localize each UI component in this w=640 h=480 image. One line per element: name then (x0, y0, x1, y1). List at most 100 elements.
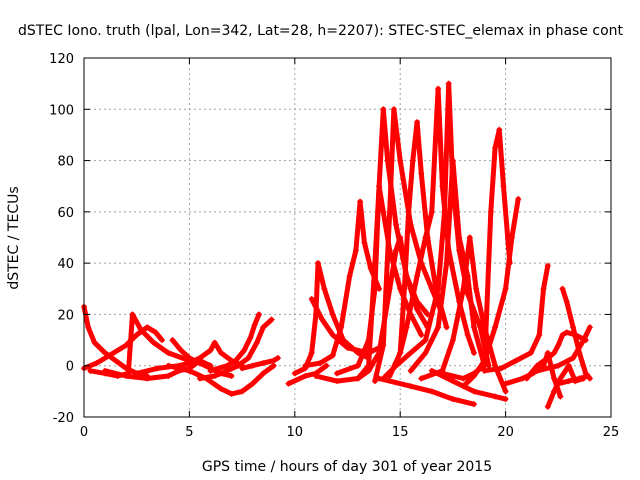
data-point-plus (346, 272, 353, 279)
y-tick-label: 0 (66, 360, 74, 375)
series-23 (418, 234, 509, 395)
data-point-plus (270, 362, 277, 369)
x-axis-label: GPS time / hours of day 301 of year 2015 (202, 459, 492, 475)
data-point-plus (534, 367, 541, 374)
data-point-plus (371, 260, 378, 267)
data-point-plus (357, 198, 364, 205)
data-point-plus (312, 372, 319, 379)
data-point-plus (508, 234, 515, 241)
series-28 (481, 262, 551, 374)
data-point-plus (196, 360, 203, 367)
data-point-plus (102, 349, 109, 356)
y-tick-label: 60 (57, 206, 74, 221)
x-tick-label: 25 (603, 425, 620, 440)
data-point-plus (492, 144, 499, 151)
data-point-plus (207, 367, 214, 374)
series-trace (355, 106, 431, 381)
data-point-plus (449, 337, 456, 344)
data-point-plus (352, 247, 359, 254)
data-point-plus (422, 337, 429, 344)
y-axis-label: dSTEC / TECUs (6, 186, 22, 289)
x-tick-label: 0 (80, 425, 88, 440)
data-point-plus (228, 372, 235, 379)
data-point-plus (527, 349, 534, 356)
data-point-plus (249, 362, 256, 369)
data-point-plus (418, 331, 425, 338)
data-point-plus (249, 380, 256, 387)
series-layer (81, 80, 593, 410)
data-point-plus (344, 344, 351, 351)
data-point-plus (565, 378, 572, 385)
data-point-plus (515, 196, 522, 203)
data-point-plus (239, 388, 246, 395)
data-point-plus (460, 285, 467, 292)
data-point-plus (555, 342, 562, 349)
data-point-plus (470, 324, 477, 331)
data-point-plus (333, 378, 340, 385)
data-point-plus (586, 324, 593, 331)
data-point-plus (551, 349, 558, 356)
data-point-plus (291, 370, 298, 377)
data-point-plus (317, 360, 324, 367)
data-point-plus (544, 262, 551, 269)
data-point-plus (158, 337, 165, 344)
data-point-plus (112, 357, 119, 364)
data-point-plus (407, 367, 414, 374)
data-point-plus (338, 324, 345, 331)
data-point-plus (443, 260, 450, 267)
y-tick-label: 120 (49, 52, 74, 67)
data-point-plus (492, 324, 499, 331)
data-point-plus (502, 388, 509, 395)
data-point-plus (186, 355, 193, 362)
data-point-plus (449, 378, 456, 385)
data-point-plus (308, 349, 315, 356)
data-point-plus (580, 337, 587, 344)
data-point-plus (245, 355, 252, 362)
data-point-plus (270, 357, 277, 364)
grid (84, 58, 611, 417)
data-point-plus (540, 285, 547, 292)
data-point-plus (460, 375, 467, 382)
chart-title: dSTEC Iono. truth (lpal, Lon=342, Lat=28… (18, 23, 624, 39)
data-point-plus (144, 375, 151, 382)
series-26 (376, 375, 477, 408)
data-point-plus (405, 208, 412, 215)
data-point-plus (407, 383, 414, 390)
x-tick-label: 20 (497, 425, 514, 440)
data-point-plus (470, 401, 477, 408)
data-point-plus (321, 285, 328, 292)
data-point-plus (251, 321, 258, 328)
data-point-plus (445, 80, 452, 87)
data-point-plus (428, 388, 435, 395)
data-point-plus (397, 157, 404, 164)
data-point-plus (196, 355, 203, 362)
data-point-plus (414, 119, 421, 126)
data-point-plus (473, 285, 480, 292)
series-trace (387, 119, 450, 379)
data-point-plus (274, 355, 281, 362)
data-point-plus (456, 234, 463, 241)
data-point-plus (428, 208, 435, 215)
data-point-plus (390, 106, 397, 113)
plot-frame (83, 57, 612, 418)
data-point-plus (333, 370, 340, 377)
series-trace (197, 317, 275, 381)
data-point-plus (481, 357, 488, 364)
data-point-plus (165, 349, 172, 356)
data-point-plus (422, 349, 429, 356)
series-trace (560, 286, 593, 381)
data-point-plus (441, 208, 448, 215)
data-point-plus (414, 306, 421, 313)
data-point-plus (449, 396, 456, 403)
data-point-plus (470, 388, 477, 395)
data-point-plus (513, 357, 520, 364)
series-trace (286, 363, 329, 387)
data-point-plus (361, 239, 368, 246)
data-point-plus (500, 183, 507, 190)
series-trace (208, 311, 262, 374)
data-point-plus (570, 355, 577, 362)
data-point-plus (260, 370, 267, 377)
data-point-plus (563, 298, 570, 305)
data-point-plus (211, 372, 218, 379)
